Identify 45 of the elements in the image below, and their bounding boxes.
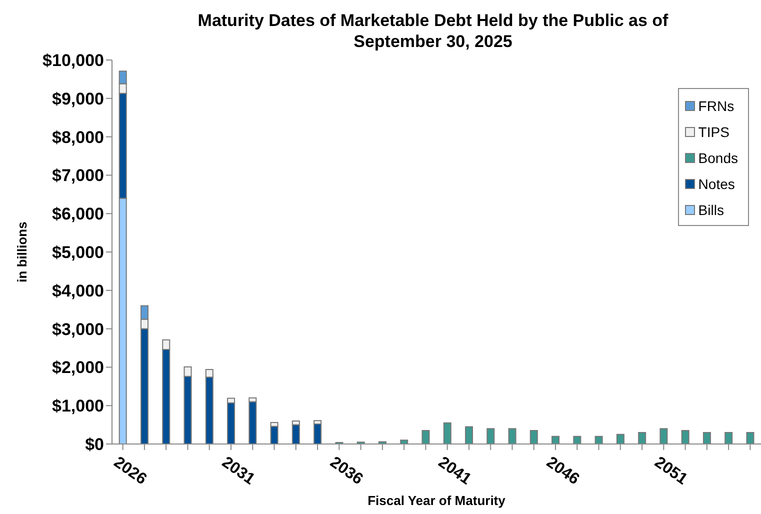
bar	[616, 434, 624, 444]
y-tick-label: $4,000	[52, 281, 104, 300]
bar	[464, 426, 473, 444]
chart-title: Maturity Dates of Marketable Debt Held by the Public as of September 30, 2025	[196, 10, 670, 52]
bar	[422, 430, 430, 444]
bar	[443, 422, 452, 444]
x-tick-label: 2036	[326, 454, 366, 488]
bar	[378, 441, 386, 444]
bar	[594, 436, 603, 444]
bar	[227, 402, 236, 444]
x-axis-title: Fiscal Year of Maturity	[368, 493, 506, 508]
y-axis-title: in billions	[14, 222, 30, 282]
bar	[702, 432, 711, 444]
y-tick-label: $7,000	[52, 166, 104, 186]
y-tick-label: $5,000	[52, 243, 104, 262]
y-tick-label: $2,000	[52, 358, 104, 378]
bar	[552, 436, 560, 444]
bar	[530, 430, 538, 444]
bar	[486, 428, 495, 444]
y-tick-label: $10,000	[42, 51, 104, 70]
bar	[292, 424, 300, 444]
y-tick-label: $9,000	[52, 89, 104, 108]
x-tick-label: 2046	[543, 454, 582, 488]
legend-label: Notes	[698, 176, 735, 192]
bar	[248, 401, 257, 444]
legend-label: Bonds	[698, 150, 738, 166]
bar	[681, 430, 690, 444]
bar	[270, 426, 278, 444]
y-tick-label: $3,000	[52, 320, 104, 339]
bar	[660, 428, 668, 444]
bar	[746, 432, 754, 444]
y-tick-label: $1,000	[52, 396, 104, 416]
legend-label: Bills	[698, 202, 724, 218]
bar	[573, 436, 582, 444]
legend-label: FRNs	[698, 98, 734, 114]
bar	[508, 428, 516, 444]
y-tick-label: $0	[85, 435, 104, 454]
bar	[314, 424, 322, 444]
y-tick-label: $6,000	[52, 204, 104, 224]
bar	[724, 432, 733, 444]
bar	[638, 432, 646, 444]
y-tick-label: $8,000	[52, 128, 104, 147]
legend-label: TIPS	[698, 124, 730, 140]
bar	[400, 440, 408, 444]
x-tick-label: 2026	[110, 454, 150, 488]
